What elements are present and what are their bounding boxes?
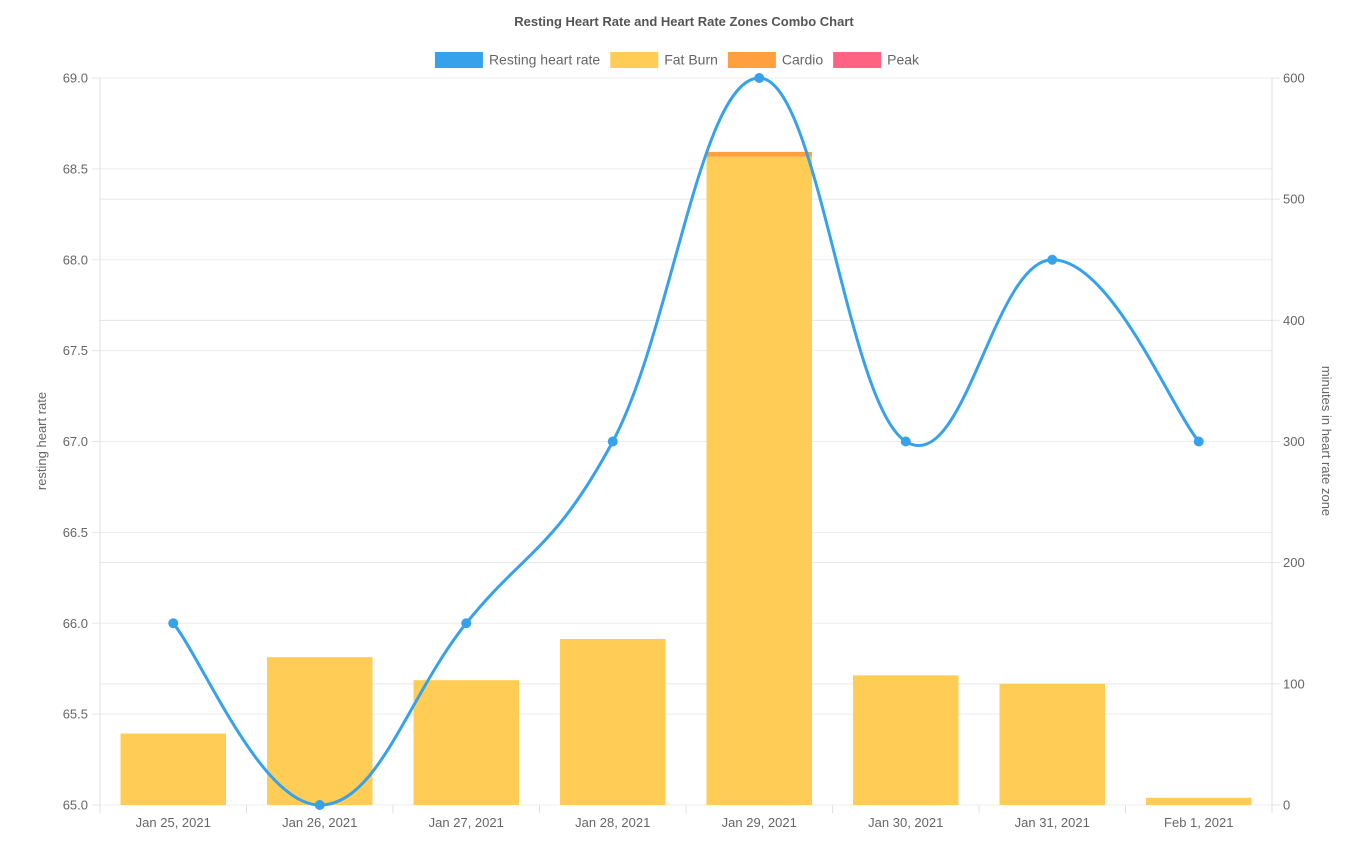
bar-fat-burn	[853, 675, 959, 805]
legend-swatch-cardio	[727, 52, 776, 68]
y-left-tick-label: 66.5	[63, 525, 88, 540]
line-point-resting-heart-rate	[1047, 254, 1058, 265]
line-point-resting-heart-rate	[1193, 436, 1204, 447]
legend-label-fat-burn: Fat Burn	[664, 52, 718, 68]
y-left-axis-title: resting heart rate	[34, 392, 49, 490]
y-right-tick-label: 200	[1283, 555, 1305, 570]
legend-swatch-peak	[833, 52, 882, 68]
line-point-resting-heart-rate	[168, 618, 179, 629]
y-right-tick-label: 100	[1283, 676, 1305, 691]
x-tick-label: Jan 27, 2021	[429, 815, 504, 830]
y-right-tick-label: 500	[1283, 192, 1305, 207]
line-layer	[168, 73, 1204, 810]
y-left-tick-label: 65.5	[63, 707, 88, 722]
bar-fat-burn	[120, 733, 226, 805]
legend-label-resting-heart-rate: Resting heart rate	[489, 52, 600, 68]
y-left-tick-label: 67.0	[63, 434, 88, 449]
line-point-resting-heart-rate	[607, 436, 618, 447]
x-tick-label: Feb 1, 2021	[1164, 815, 1233, 830]
y-right-tick-label: 600	[1283, 71, 1305, 86]
bar-fat-burn	[999, 683, 1105, 805]
y-left-tick-label: 68.0	[63, 252, 88, 267]
grid	[100, 77, 1272, 806]
x-tick-label: Jan 28, 2021	[575, 815, 650, 830]
y-left-tick-label: 68.5	[63, 161, 88, 176]
x-tick-label: Jan 25, 2021	[136, 815, 211, 830]
line-point-resting-heart-rate	[461, 618, 472, 629]
axes: 0 100 200 300 400 500 600 65.0 65.5 66.0 66.5 67.0 6…	[63, 71, 1305, 831]
x-tick-label: Jan 30, 2021	[868, 815, 943, 830]
bar-fat-burn	[706, 156, 812, 806]
x-tick-label: Jan 31, 2021	[1015, 815, 1090, 830]
legend-swatch-resting-heart-rate	[434, 52, 483, 68]
y-right-tick-label: 300	[1283, 434, 1305, 449]
y-right-tick-label: 400	[1283, 313, 1305, 328]
bar-fat-burn	[560, 639, 666, 805]
y-left-tick-label: 67.5	[63, 343, 88, 358]
legend-label-cardio: Cardio	[782, 52, 823, 68]
x-tick-label: Jan 26, 2021	[282, 815, 357, 830]
legend-label-peak: Peak	[887, 52, 920, 68]
line-point-resting-heart-rate	[900, 436, 911, 447]
bar-cardio	[706, 151, 812, 157]
y-right-axis-title: minutes in heart rate zone	[1319, 366, 1334, 516]
y-left-tick-label: 66.0	[63, 616, 88, 631]
y-left-tick-label: 65.0	[63, 798, 88, 813]
line-resting-heart-rate	[172, 76, 1200, 807]
legend: Resting heart rate Fat Burn Cardio Peak	[434, 52, 920, 68]
y-right-tick-label: 0	[1283, 798, 1290, 813]
legend-swatch-fat-burn	[610, 52, 659, 68]
line-point-resting-heart-rate	[754, 73, 765, 83]
bar-fat-burn	[1146, 797, 1252, 805]
bar-fat-burn	[413, 680, 519, 805]
bar-fat-burn	[267, 657, 373, 805]
x-tick-label: Jan 29, 2021	[722, 815, 797, 830]
y-left-tick-label: 69.0	[63, 71, 88, 86]
bars	[120, 151, 1252, 806]
chart-title: Resting Heart Rate and Heart Rate Zones …	[514, 14, 854, 29]
line-point-resting-heart-rate	[314, 800, 325, 810]
